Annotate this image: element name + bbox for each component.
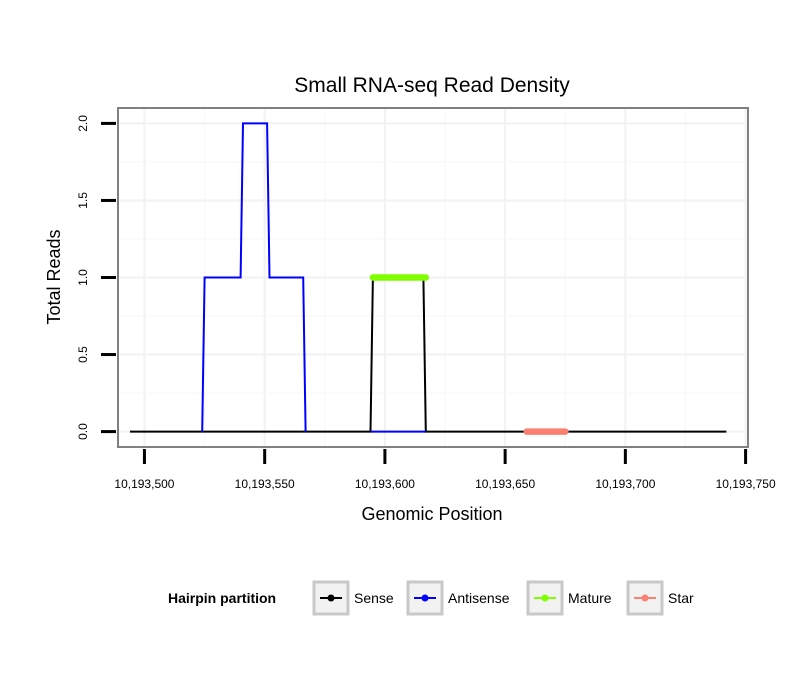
- legend-key-point: [327, 594, 335, 602]
- plot-border: [117, 107, 749, 448]
- y-axis: 0.0 0.5 1.0 1.5 2.0: [76, 115, 116, 440]
- y-tick-label: 0.5: [76, 346, 90, 363]
- y-tick-label: 0.0: [76, 423, 90, 440]
- legend-label: Antisense: [448, 590, 510, 606]
- legend-title: Hairpin partition: [168, 590, 276, 606]
- legend-label: Sense: [354, 590, 394, 606]
- chart-title: Small RNA-seq Read Density: [294, 74, 570, 97]
- legend-item-sense: Sense: [312, 580, 394, 616]
- legend-item-star: Star: [626, 580, 694, 616]
- legend: Hairpin partition Sense Antisense Mature St…: [168, 580, 694, 616]
- x-tick-label: 10,193,750: [716, 477, 776, 491]
- y-axis-title: Total Reads: [44, 229, 64, 324]
- legend-key-point: [421, 594, 429, 602]
- series-line-antisense: [201, 122, 426, 433]
- legend-label: Star: [668, 590, 694, 606]
- legend-key-point: [541, 594, 549, 602]
- x-tick-label: 10,193,600: [355, 477, 415, 491]
- y-tick-label: 2.0: [76, 115, 90, 132]
- legend-item-mature: Mature: [526, 580, 612, 616]
- legend-key-point: [641, 594, 649, 602]
- legend-key-box: [626, 580, 664, 616]
- y-tick-label: 1.5: [76, 192, 90, 209]
- x-axis-title: Genomic Position: [361, 504, 502, 524]
- y-tick-label: 1.0: [76, 269, 90, 286]
- x-tick-label: 10,193,500: [114, 477, 174, 491]
- grid-lines: [118, 108, 748, 447]
- series-layer: [130, 122, 727, 435]
- legend-label: Mature: [568, 590, 612, 606]
- x-axis: 10,193,500 10,193,550 10,193,600 10,193,650…: [114, 449, 776, 491]
- x-tick-label: 10,193,650: [475, 477, 535, 491]
- legend-item-antisense: Antisense: [406, 580, 510, 616]
- x-tick-label: 10,193,700: [595, 477, 655, 491]
- x-tick-label: 10,193,550: [235, 477, 295, 491]
